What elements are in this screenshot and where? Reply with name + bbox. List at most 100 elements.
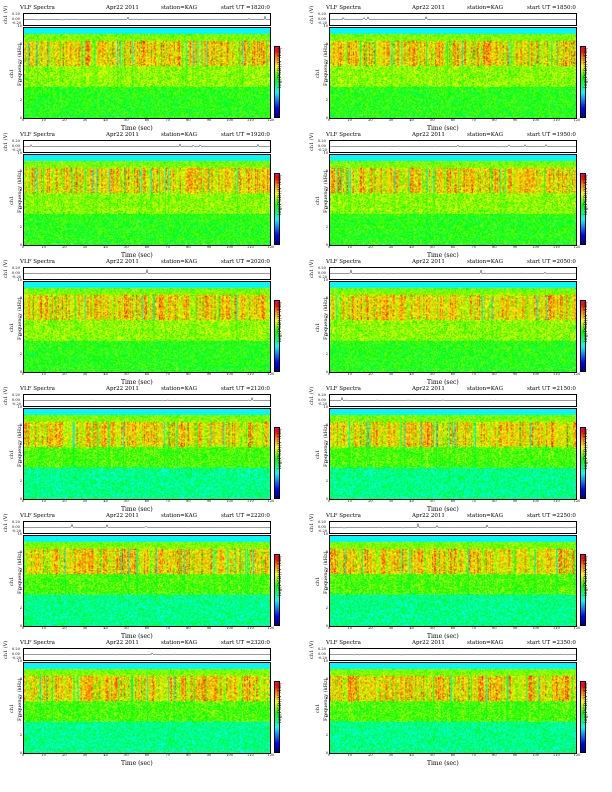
panel-date: Apr22 2011 <box>106 640 139 646</box>
frequency-tick-label: 0 <box>325 624 328 628</box>
time-tick-label: 10 <box>41 372 46 376</box>
voltage-tick-label: 0.00 <box>12 524 20 529</box>
time-tick-label: 0 <box>327 626 331 630</box>
time-tick-label: 20 <box>62 753 67 757</box>
frequency-axis-label: Frequency (kHz) <box>17 297 23 340</box>
time-tick-label: 50 <box>124 372 129 376</box>
time-tick-label: 20 <box>62 245 67 249</box>
channel-label: ch1 <box>315 703 321 713</box>
time-tick-label: 90 <box>512 372 518 376</box>
time-tick-label: 120 <box>573 372 581 376</box>
time-tick-label: 20 <box>368 626 373 630</box>
frequency-tick-label: 2 <box>19 224 22 229</box>
spectra-panel: VLF Spectra Apr22 2011 station=KAG start UT… <box>3 386 296 513</box>
time-tick-label: 80 <box>186 372 191 376</box>
colorbar <box>274 46 280 118</box>
frequency-tick-label: 8 <box>19 296 22 301</box>
voltage-tick-label: 0.20 <box>12 393 20 397</box>
frequency-tick-label: 0 <box>325 243 328 247</box>
panel-date: Apr22 2011 <box>106 5 139 11</box>
frequency-tick-label: 6 <box>325 314 328 319</box>
spectrogram-canvas <box>330 536 576 626</box>
panel-date: Apr22 2011 <box>106 386 139 392</box>
frequency-tick-label: 4 <box>19 206 22 211</box>
spectrogram <box>329 281 577 373</box>
time-tick-label: 110 <box>246 753 254 757</box>
time-tick-label: 100 <box>226 118 233 122</box>
time-tick-label: 90 <box>206 753 212 757</box>
panel-date: Apr22 2011 <box>106 259 139 265</box>
frequency-tick-label: 0 <box>325 497 328 501</box>
voltage-axis-label: ch1 (V) <box>3 513 9 532</box>
time-tick-label: 70 <box>165 372 170 376</box>
time-tick-label: 90 <box>512 118 518 122</box>
panel-start-time: start UT =2150:0 <box>527 386 576 392</box>
time-tick-label: 100 <box>226 499 233 503</box>
time-tick-label: 110 <box>552 626 560 630</box>
time-tick-label: 50 <box>430 118 435 122</box>
voltage-line <box>23 143 271 148</box>
time-tick-label: 50 <box>124 626 129 630</box>
frequency-tick-label: 8 <box>19 677 22 682</box>
time-tick-label: 0 <box>21 626 25 630</box>
spectra-panel: VLF Spectra Apr22 2011 station=KAG start UT… <box>309 513 602 640</box>
voltage-tick-label: 0.20 <box>12 266 20 270</box>
time-tick-label: 20 <box>62 372 67 376</box>
channel-label: ch1 <box>315 68 321 78</box>
spectrogram-canvas <box>24 155 270 245</box>
time-tick-label: 50 <box>124 245 129 249</box>
time-tick-label: 10 <box>41 118 46 122</box>
time-tick-label: 40 <box>409 753 414 757</box>
spectra-panel: VLF Spectra Apr22 2011 station=KAG start UT… <box>3 5 296 132</box>
voltage-trace <box>23 143 271 148</box>
voltage-axis-label: ch1 (V) <box>309 640 315 659</box>
panel-title: VLF Spectra <box>20 132 55 138</box>
frequency-tick-label: 4 <box>325 206 328 211</box>
time-tick-label: 70 <box>471 372 476 376</box>
time-tick-label: 40 <box>103 118 108 122</box>
time-tick-label: 80 <box>492 372 497 376</box>
time-tick-label: 70 <box>471 753 476 757</box>
frequency-tick-label: 0 <box>325 751 328 755</box>
voltage-tick-label: -0.20 <box>318 21 327 25</box>
frequency-tick-label: 10 <box>17 24 22 28</box>
time-tick-label: 0 <box>21 753 25 757</box>
spectrogram <box>23 662 271 754</box>
time-tick-label: 50 <box>430 499 435 503</box>
time-tick-label: 40 <box>103 753 108 757</box>
voltage-line <box>329 16 577 21</box>
panel-date: Apr22 2011 <box>412 132 445 138</box>
voltage-trace <box>329 269 577 275</box>
voltage-tick-label: -0.20 <box>318 529 327 533</box>
spectrogram-canvas <box>330 282 576 372</box>
panel-date: Apr22 2011 <box>106 132 139 138</box>
time-axis-label: Time (sec) <box>427 633 459 640</box>
voltage-tick-label: -0.20 <box>12 275 21 279</box>
frequency-tick-label: 8 <box>325 169 328 174</box>
colorbar <box>580 554 586 626</box>
time-tick-label: 100 <box>226 245 233 249</box>
time-tick-label: 110 <box>552 499 560 503</box>
voltage-axis-label: ch1 (V) <box>3 259 9 278</box>
frequency-tick-label: 8 <box>19 550 22 555</box>
voltage-tick-label: -0.20 <box>12 529 21 533</box>
frequency-tick-label: 10 <box>17 278 22 282</box>
voltage-line <box>23 268 271 275</box>
frequency-tick-label: 10 <box>17 405 22 409</box>
voltage-tick-label: 0.20 <box>12 12 20 16</box>
frequency-tick-label: 8 <box>325 423 328 428</box>
channel-label: ch1 <box>9 703 15 713</box>
time-axis-label: Time (sec) <box>121 760 153 767</box>
voltage-line <box>23 15 271 21</box>
frequency-tick-label: 6 <box>19 314 22 319</box>
time-tick-label: 20 <box>368 118 373 122</box>
voltage-tick-label: 0.00 <box>318 651 326 656</box>
panel-start-time: start UT =1950:0 <box>527 132 576 138</box>
frequency-tick-label: 8 <box>19 169 22 174</box>
spectrogram-canvas <box>24 409 270 499</box>
spectrogram-canvas <box>330 28 576 118</box>
panel-title: VLF Spectra <box>20 513 55 519</box>
time-axis-label: Time (sec) <box>121 633 153 640</box>
frequency-tick-label: 10 <box>323 278 328 282</box>
